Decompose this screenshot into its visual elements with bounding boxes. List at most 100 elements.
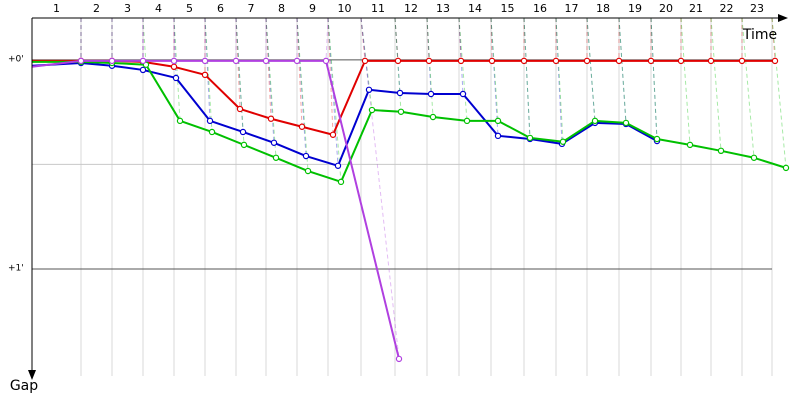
- point: [707, 57, 715, 65]
- lap-label: 4: [155, 2, 162, 15]
- series-line: [32, 59, 775, 136]
- point: [494, 132, 502, 140]
- y-axis-arrow: [28, 370, 36, 380]
- lap-connector: [360, 17, 373, 111]
- lap-connector: [555, 17, 564, 142]
- point: [361, 57, 369, 65]
- point: [170, 63, 178, 71]
- lap-connector: [618, 17, 627, 123]
- point: [334, 162, 342, 169]
- point: [782, 164, 790, 172]
- point: [459, 90, 467, 98]
- point: [427, 90, 435, 98]
- lap-connector: [204, 17, 213, 133]
- point: [750, 154, 758, 161]
- lap-connector: [327, 17, 339, 166]
- x-axis-title: Time: [742, 27, 777, 43]
- point: [298, 123, 306, 130]
- point: [647, 57, 655, 65]
- point: [425, 57, 433, 65]
- point: [463, 117, 471, 125]
- lap-connector: [327, 17, 342, 182]
- lap-connector: [360, 17, 366, 61]
- lap-label: 10: [338, 2, 352, 15]
- point: [239, 128, 247, 136]
- lap-connector: [586, 17, 596, 123]
- lap-connector: [426, 17, 432, 95]
- lap-label: 13: [436, 2, 450, 15]
- lap-connector: [296, 17, 307, 157]
- point: [322, 57, 330, 65]
- point: [108, 57, 116, 65]
- point: [771, 57, 779, 65]
- point: [394, 57, 402, 65]
- series-line: [31, 59, 400, 360]
- lap-connector: [458, 17, 462, 61]
- point: [559, 138, 567, 145]
- point: [395, 355, 403, 363]
- lap-connector: [235, 17, 241, 109]
- lap-connector: [325, 17, 329, 61]
- lap-connector: [650, 17, 658, 139]
- lap-label: 5: [186, 2, 193, 15]
- point: [583, 57, 591, 65]
- lap-label: 22: [720, 2, 734, 15]
- lap-label: 11: [371, 2, 385, 15]
- lap-connector: [523, 17, 531, 138]
- lap-connector: [741, 17, 755, 158]
- point: [206, 117, 214, 125]
- lap-label: 15: [501, 2, 515, 15]
- series-line: [31, 61, 658, 167]
- point: [738, 57, 746, 65]
- y-axis-title: Gap: [10, 378, 38, 394]
- point: [201, 57, 209, 65]
- point: [520, 57, 528, 65]
- point: [397, 108, 405, 115]
- lap-connector: [265, 17, 277, 158]
- lap-connector: [204, 17, 211, 121]
- lap-label: 2: [93, 2, 100, 15]
- point: [615, 57, 623, 65]
- point: [170, 57, 178, 65]
- series-line: [32, 60, 787, 183]
- point: [172, 74, 180, 82]
- lap-connector: [265, 17, 275, 143]
- lap-connector: [458, 17, 468, 121]
- point: [488, 57, 496, 65]
- point: [368, 106, 376, 114]
- lap-connector: [680, 17, 691, 145]
- lap-connectors: [80, 17, 787, 359]
- lap-label: 1: [53, 2, 60, 15]
- lap-connector: [235, 17, 245, 145]
- point: [365, 86, 373, 94]
- lap-connector: [490, 17, 499, 136]
- point: [677, 57, 685, 65]
- point: [457, 57, 465, 65]
- point: [552, 57, 560, 65]
- lap-label: 9: [309, 2, 316, 15]
- lap-label: 20: [659, 2, 673, 15]
- series-lines: [31, 57, 790, 363]
- lap-connector: [394, 17, 402, 112]
- lap-connector: [710, 17, 722, 151]
- point: [139, 57, 147, 65]
- x-axis-arrow: [778, 14, 788, 22]
- lap-connector: [360, 17, 400, 359]
- point: [240, 141, 248, 149]
- grid: [32, 18, 773, 376]
- point: [272, 154, 280, 161]
- point: [686, 141, 694, 149]
- point: [396, 89, 404, 97]
- lap-label: 3: [124, 2, 131, 15]
- lap-connector: [394, 17, 401, 93]
- point: [653, 135, 661, 143]
- y-tick-label: +1': [8, 263, 24, 273]
- lap-connector: [296, 17, 309, 172]
- lap-connector: [360, 17, 370, 90]
- y-tick-label: +0': [8, 54, 24, 64]
- point: [232, 57, 240, 65]
- lap-label: 8: [278, 2, 285, 15]
- lap-label: 12: [404, 2, 418, 15]
- lap-label: 21: [689, 2, 703, 15]
- lap-connector: [426, 17, 430, 61]
